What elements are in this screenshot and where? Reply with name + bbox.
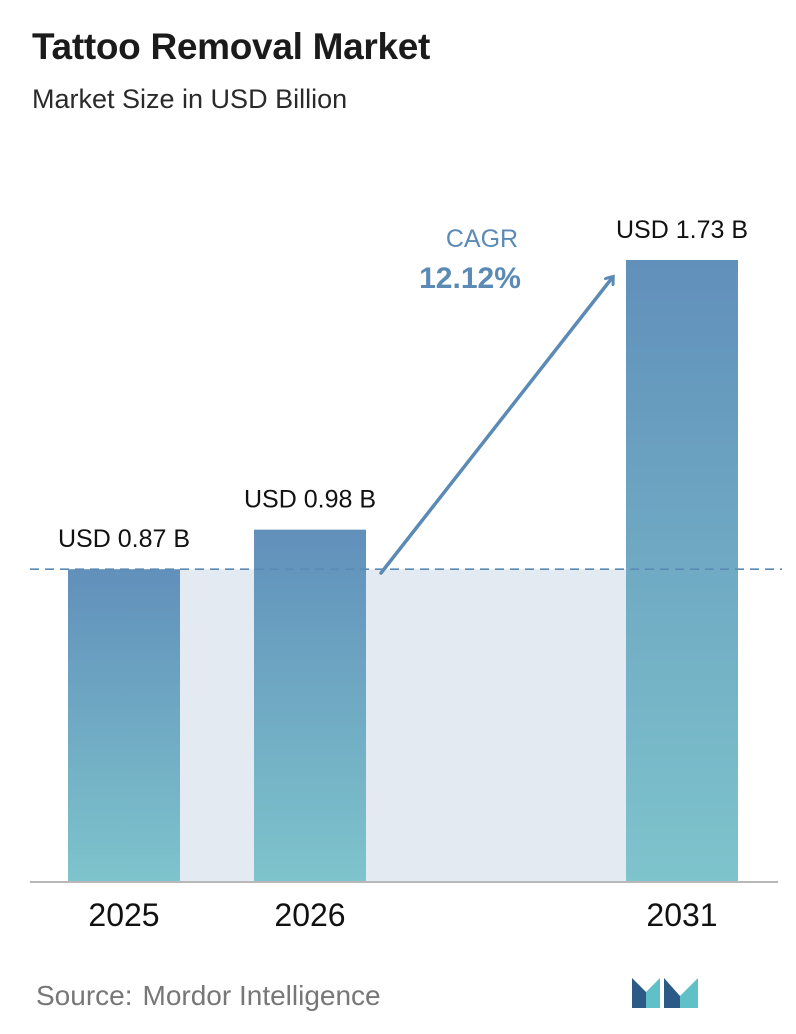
x-tick-2025: 2025: [88, 897, 159, 933]
source-name: Mordor Intelligence: [142, 980, 381, 1011]
bar-2025: [68, 569, 180, 882]
data-label-2026: USD 0.98 B: [244, 486, 376, 514]
bar-chart: USD 0.87 B 2025 USD 0.98 B 2026 USD 1.73 B 20…: [30, 216, 782, 933]
x-tick-2026: 2026: [274, 897, 345, 933]
cagr-value: 12.12%: [419, 262, 521, 295]
bar-2026: [254, 529, 366, 882]
source-label: Source:: [36, 980, 133, 1011]
chart-title: Tattoo Removal Market: [32, 26, 431, 67]
mordor-intelligence-logo-icon: [632, 978, 698, 1008]
data-label-2025: USD 0.87 B: [58, 525, 190, 553]
bar-2031: [626, 260, 738, 882]
cagr-label: CAGR: [446, 225, 518, 253]
source-text: Source: Mordor Intelligence: [36, 980, 381, 1012]
cagr-arrow: [379, 278, 612, 575]
x-tick-2031: 2031: [646, 897, 717, 933]
data-label-2031: USD 1.73 B: [616, 216, 748, 244]
chart-subtitle: Market Size in USD Billion: [32, 84, 348, 114]
